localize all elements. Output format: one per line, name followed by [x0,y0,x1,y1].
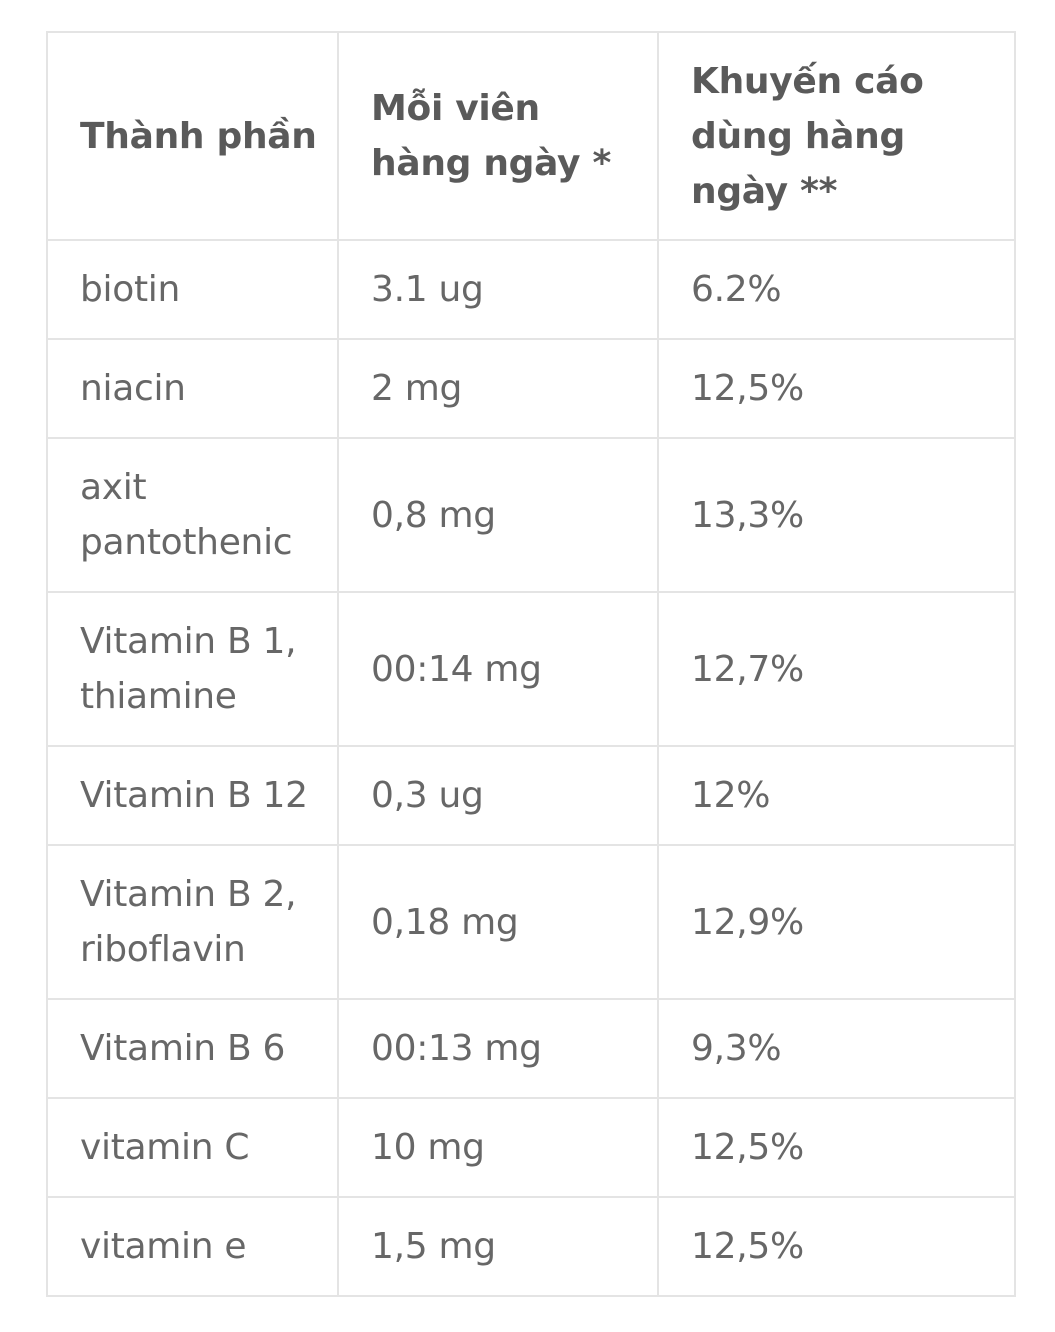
ingredient-cell: Vitamin B 2, riboflavin [46,844,339,1000]
column-header-recommended: Khuyến cáo dùng hàng ngày ** [657,31,1016,241]
per-tablet-cell: 0,18 mg [337,844,659,1000]
ingredient-cell: axit pantothenic [46,437,339,593]
ingredient-cell: Vitamin B 12 [46,745,339,846]
ingredient-cell: Vitamin B 1, thiamine [46,591,339,747]
per-tablet-cell: 00:14 mg [337,591,659,747]
recommended-cell: 12,5% [657,1097,1016,1198]
recommended-cell: 12,5% [657,1196,1016,1297]
recommended-cell: 9,3% [657,998,1016,1099]
nutrition-table: Thành phần Mỗi viên hàng ngày * Khuyến c… [46,31,1016,1297]
table-header-row: Thành phần Mỗi viên hàng ngày * Khuyến c… [46,31,1016,241]
ingredient-cell: biotin [46,239,339,340]
recommended-cell: 13,3% [657,437,1016,593]
per-tablet-cell: 10 mg [337,1097,659,1198]
recommended-cell: 12,9% [657,844,1016,1000]
ingredient-cell: niacin [46,338,339,439]
recommended-cell: 12,7% [657,591,1016,747]
ingredient-cell: Vitamin B 6 [46,998,339,1099]
per-tablet-cell: 2 mg [337,338,659,439]
recommended-cell: 12,5% [657,338,1016,439]
table-row: Vitamin B 2, riboflavin 0,18 mg 12,9% [46,844,1016,1000]
table-row: biotin 3.1 ug 6.2% [46,239,1016,340]
table-row: Vitamin B 1, thiamine 00:14 mg 12,7% [46,591,1016,747]
recommended-cell: 12% [657,745,1016,846]
table-row: axit pantothenic 0,8 mg 13,3% [46,437,1016,593]
per-tablet-cell: 00:13 mg [337,998,659,1099]
per-tablet-cell: 1,5 mg [337,1196,659,1297]
table-row: Vitamin B 6 00:13 mg 9,3% [46,998,1016,1099]
column-header-ingredient: Thành phần [46,31,339,241]
per-tablet-cell: 0,8 mg [337,437,659,593]
table-row: niacin 2 mg 12,5% [46,338,1016,439]
recommended-cell: 6.2% [657,239,1016,340]
column-header-per-tablet: Mỗi viên hàng ngày * [337,31,659,241]
ingredient-cell: vitamin e [46,1196,339,1297]
table-row: vitamin C 10 mg 12,5% [46,1097,1016,1198]
per-tablet-cell: 0,3 ug [337,745,659,846]
ingredient-cell: vitamin C [46,1097,339,1198]
per-tablet-cell: 3.1 ug [337,239,659,340]
table-row: Vitamin B 12 0,3 ug 12% [46,745,1016,846]
table-row: vitamin e 1,5 mg 12,5% [46,1196,1016,1297]
